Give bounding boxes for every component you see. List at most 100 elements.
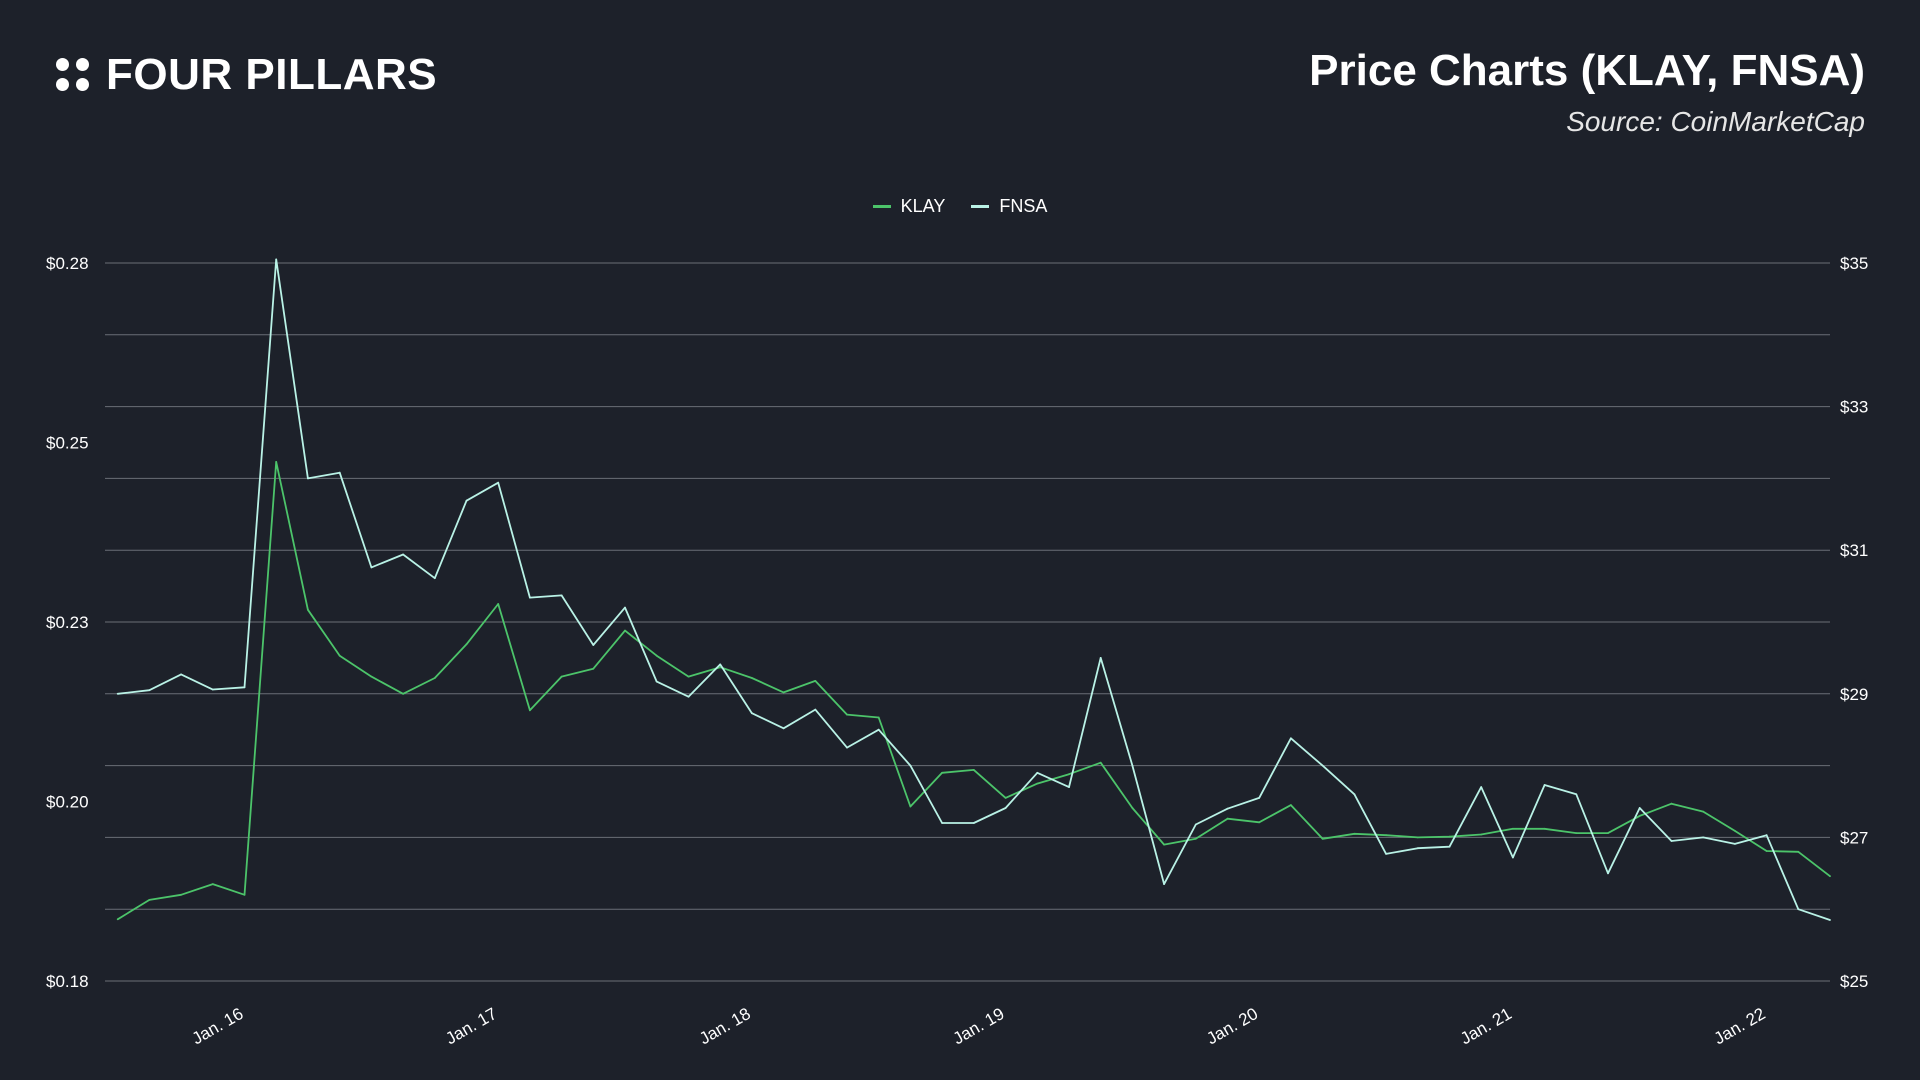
data-point-fnsa [275, 258, 278, 261]
data-point-klay [1068, 773, 1070, 776]
data-point-fnsa [1734, 843, 1736, 845]
data-point-klay [148, 899, 151, 901]
data-point-klay [1416, 836, 1419, 839]
data-point-fnsa [1670, 840, 1673, 842]
data-point-fnsa [370, 566, 373, 569]
data-point-klay [180, 893, 183, 896]
data-point-klay [1448, 835, 1451, 838]
data-point-fnsa [1226, 807, 1229, 810]
data-point-fnsa [1480, 786, 1483, 788]
legend-swatch-fnsa [971, 205, 990, 208]
data-point-fnsa [592, 644, 595, 646]
data-point-fnsa [560, 594, 563, 597]
data-point-fnsa [1416, 847, 1419, 850]
right-axis: $35 $33 $31 $29 $27 $25 [1840, 254, 1868, 991]
data-point-fnsa [1258, 797, 1261, 799]
data-point-klay [465, 643, 468, 646]
x-axis-tick-label: Jan. 19 [950, 1004, 1008, 1048]
data-point-klay [877, 716, 880, 719]
data-point-fnsa [1353, 793, 1356, 796]
data-point-klay [1353, 832, 1356, 835]
data-point-klay [592, 667, 595, 670]
x-axis-tick-label: Jan. 18 [696, 1004, 754, 1048]
x-axis-tick-label: Jan. 17 [442, 1004, 500, 1048]
data-point-klay [1131, 807, 1134, 809]
legend-item-fnsa: FNSA [971, 196, 1047, 217]
series-points-fnsa [116, 258, 1831, 921]
data-point-klay [909, 805, 912, 808]
series-line-klay [117, 460, 1831, 921]
data-point-klay [1575, 832, 1578, 834]
right-axis-tick-label: $33 [1840, 398, 1868, 417]
data-point-fnsa [1543, 784, 1546, 786]
data-point-fnsa [1163, 883, 1165, 885]
left-axis: $0.28 $0.25 $0.23 $0.20 $0.18 [46, 254, 89, 991]
data-point-fnsa [972, 822, 975, 824]
data-point-klay [433, 677, 436, 679]
data-point-klay [1734, 830, 1736, 832]
data-point-klay [687, 675, 690, 678]
brand-name: FOUR PILLARS [106, 50, 438, 99]
data-point-fnsa [1702, 836, 1705, 839]
data-point-klay [1512, 827, 1514, 830]
data-point-fnsa [1290, 737, 1292, 740]
data-point-klay [1258, 821, 1261, 824]
data-point-klay [1194, 837, 1197, 840]
data-point-klay [814, 680, 817, 682]
data-point-klay [1702, 810, 1705, 813]
data-point-fnsa [465, 499, 468, 502]
data-point-klay [1163, 843, 1165, 846]
data-point-fnsa [1036, 771, 1039, 774]
data-point-fnsa [497, 481, 500, 484]
data-point-fnsa [1099, 657, 1102, 659]
brand-logo: FOUR PILLARS [56, 50, 437, 100]
data-point-klay [719, 666, 722, 669]
data-point-klay [307, 608, 309, 611]
data-point-klay [211, 883, 214, 885]
data-point-fnsa [1004, 807, 1007, 809]
right-axis-tick-label: $31 [1840, 541, 1868, 560]
x-axis: Jan. 16 Jan. 17 Jan. 18 Jan. 19 Jan. 20 Jan. … [189, 1004, 1769, 1048]
series-points-klay [116, 461, 1831, 921]
data-point-fnsa [180, 673, 183, 676]
data-point-klay [751, 677, 753, 679]
data-point-fnsa [402, 553, 404, 556]
data-point-klay [402, 692, 404, 695]
chart-legend: KLAY FNSA [0, 196, 1920, 217]
data-point-fnsa [148, 689, 151, 692]
data-point-fnsa [338, 471, 341, 474]
data-point-klay [1797, 850, 1800, 853]
data-point-fnsa [116, 692, 119, 695]
grid-lines [105, 262, 1830, 982]
left-axis-tick-label: $0.28 [46, 254, 89, 273]
data-point-klay [941, 771, 943, 774]
data-point-klay [370, 675, 373, 678]
data-point-fnsa [1638, 807, 1641, 809]
data-point-fnsa [1575, 793, 1578, 796]
data-point-klay [243, 893, 246, 896]
data-point-klay [1638, 815, 1641, 817]
left-axis-tick-label: $0.23 [46, 613, 89, 632]
data-point-klay [1004, 797, 1007, 799]
data-point-klay [1290, 804, 1292, 806]
legend-label-fnsa: FNSA [999, 196, 1048, 216]
data-point-klay [1543, 827, 1546, 830]
data-point-fnsa [687, 695, 690, 698]
data-point-klay [782, 691, 785, 694]
left-axis-tick-label: $0.25 [46, 434, 89, 453]
data-point-fnsa [211, 688, 214, 691]
data-point-klay [497, 603, 500, 605]
right-axis-tick-label: $25 [1840, 972, 1868, 991]
data-point-fnsa [719, 663, 722, 666]
chart-title: Price Charts (KLAY, FNSA) [1309, 46, 1865, 95]
data-point-klay [1385, 834, 1387, 837]
data-point-klay [116, 918, 119, 921]
data-point-fnsa [307, 477, 309, 480]
data-point-fnsa [1448, 845, 1451, 848]
data-point-fnsa [655, 680, 658, 683]
data-point-klay [275, 461, 278, 463]
data-point-fnsa [877, 728, 880, 731]
data-point-fnsa [1385, 853, 1387, 855]
